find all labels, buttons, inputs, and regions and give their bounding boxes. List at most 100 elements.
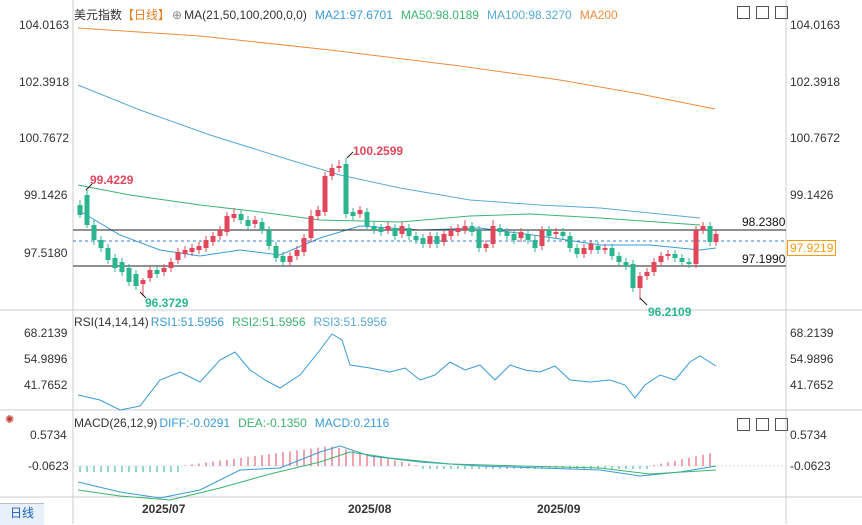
candle-body [553, 232, 559, 234]
candle-body [700, 226, 706, 230]
rsi-tick-right-3: 41.7652 [790, 378, 834, 392]
price-tick-right-1: 104.0163 [790, 18, 841, 32]
macd-dea-value: DEA:-0.1350 [238, 416, 307, 430]
ma100-line [77, 84, 701, 219]
time-label-aug: 2025/08 [348, 502, 392, 516]
candle-body [287, 256, 293, 262]
bug-icon[interactable]: ✺ [5, 414, 15, 426]
candle-body [336, 166, 342, 168]
period-selector[interactable]: 【日线】 [122, 8, 171, 22]
candle-body [399, 226, 405, 234]
annot-high-left: 99.4229 [90, 173, 134, 187]
price-tick-right-4: 99.1426 [790, 188, 834, 202]
candle-body [406, 228, 412, 236]
macd-tick-left-1: 0.5734 [30, 428, 67, 442]
candle-body [546, 230, 552, 236]
candle-body [322, 176, 328, 212]
low-left-marker [139, 291, 147, 299]
annot-peak: 100.2599 [353, 144, 404, 158]
candle-body [672, 254, 678, 258]
price-tick-left-5: 97.5180 [24, 246, 68, 260]
candle-body [511, 234, 517, 240]
price-tick-left-1: 104.0163 [19, 18, 70, 32]
ma50-value: MA50:98.0189 [400, 8, 479, 22]
rsi1-value: RSI1:51.5956 [150, 315, 225, 329]
price-tick-right-3: 100.7672 [790, 131, 841, 145]
plus-icon[interactable] [737, 418, 750, 431]
rsi-tick-left-3: 41.7652 [24, 378, 68, 392]
price-tick-left-3: 100.7672 [19, 131, 70, 145]
candle-body [308, 216, 314, 238]
candle-body [567, 236, 573, 248]
macd-diff-value: DIFF:-0.0291 [159, 416, 231, 430]
candle-body [560, 232, 566, 236]
current-price-tag: 97.9219 [787, 240, 837, 256]
candle-body [91, 225, 97, 240]
candle-body [154, 270, 160, 274]
candle-body [210, 236, 216, 242]
price-tick-left-4: 99.1426 [24, 188, 68, 202]
candle-body [182, 250, 188, 254]
candle-body [434, 236, 440, 244]
candle-body [259, 222, 265, 230]
support-label: 97.1990 [742, 252, 786, 266]
time-label-sep: 2025/09 [537, 502, 581, 516]
ma-params: MA(21,50,100,200,0,0) [184, 8, 307, 22]
candle-body [630, 264, 636, 288]
candle-body [588, 244, 594, 250]
grid-icon[interactable] [756, 6, 769, 19]
candle-body [497, 228, 503, 232]
candle-body [189, 248, 195, 252]
candle-body [574, 248, 580, 254]
candle-body [448, 230, 454, 236]
rsi3-value: RSI3:51.5956 [313, 315, 387, 329]
macd-diff-line [77, 445, 717, 499]
candle-body [231, 214, 237, 218]
candle-body [371, 226, 377, 230]
close-icon[interactable] [775, 6, 788, 19]
candle-body [357, 210, 363, 214]
grid-icon-macd[interactable] [756, 418, 769, 431]
candle-body [294, 250, 300, 256]
candle-body [245, 220, 251, 226]
candle-body [595, 246, 601, 250]
candle-body [616, 256, 622, 262]
candle-body [84, 195, 90, 225]
settings-icon[interactable]: ⊕ [172, 8, 183, 22]
main-legend: 美元指数【日线】 ⊕ MA(21,50,100,200,0,0) MA21:97.67… [74, 6, 626, 23]
candle-body [455, 228, 461, 232]
expand-icon[interactable] [737, 6, 750, 19]
rsi-tick-left-2: 54.9896 [24, 352, 68, 366]
candle-body [105, 248, 111, 260]
candle-body [161, 268, 167, 272]
macd-dea-line [77, 451, 717, 501]
candle-body [350, 212, 356, 216]
candle-body [315, 210, 321, 216]
candle-body [147, 270, 153, 278]
candle-body [392, 228, 398, 236]
candle-body [693, 230, 699, 264]
candle-body [273, 246, 279, 258]
candle-body [133, 274, 139, 286]
candle-body [224, 216, 230, 232]
candle-body [609, 248, 615, 256]
candle-body [140, 280, 146, 284]
candle-body [483, 244, 489, 248]
candle-body [238, 214, 244, 220]
daily-tab[interactable]: 日线 [0, 503, 44, 525]
candle-body [343, 164, 349, 214]
macd-tick-right-2: -0.0623 [790, 459, 831, 473]
candle-body [623, 262, 629, 266]
candle-body [217, 230, 223, 236]
candle-body [665, 254, 671, 256]
macd-label: MACD(26,12,9) [74, 416, 158, 430]
candle-body [280, 256, 286, 262]
annot-low-left: 96.3729 [145, 296, 189, 310]
ma100-value: MA100:98.3270 [486, 8, 572, 22]
candle-body [385, 226, 391, 230]
high-left-marker [85, 183, 93, 191]
ma200-value: MA200 [579, 8, 618, 22]
candle-body [119, 262, 125, 272]
close-icon-macd[interactable] [775, 418, 788, 431]
